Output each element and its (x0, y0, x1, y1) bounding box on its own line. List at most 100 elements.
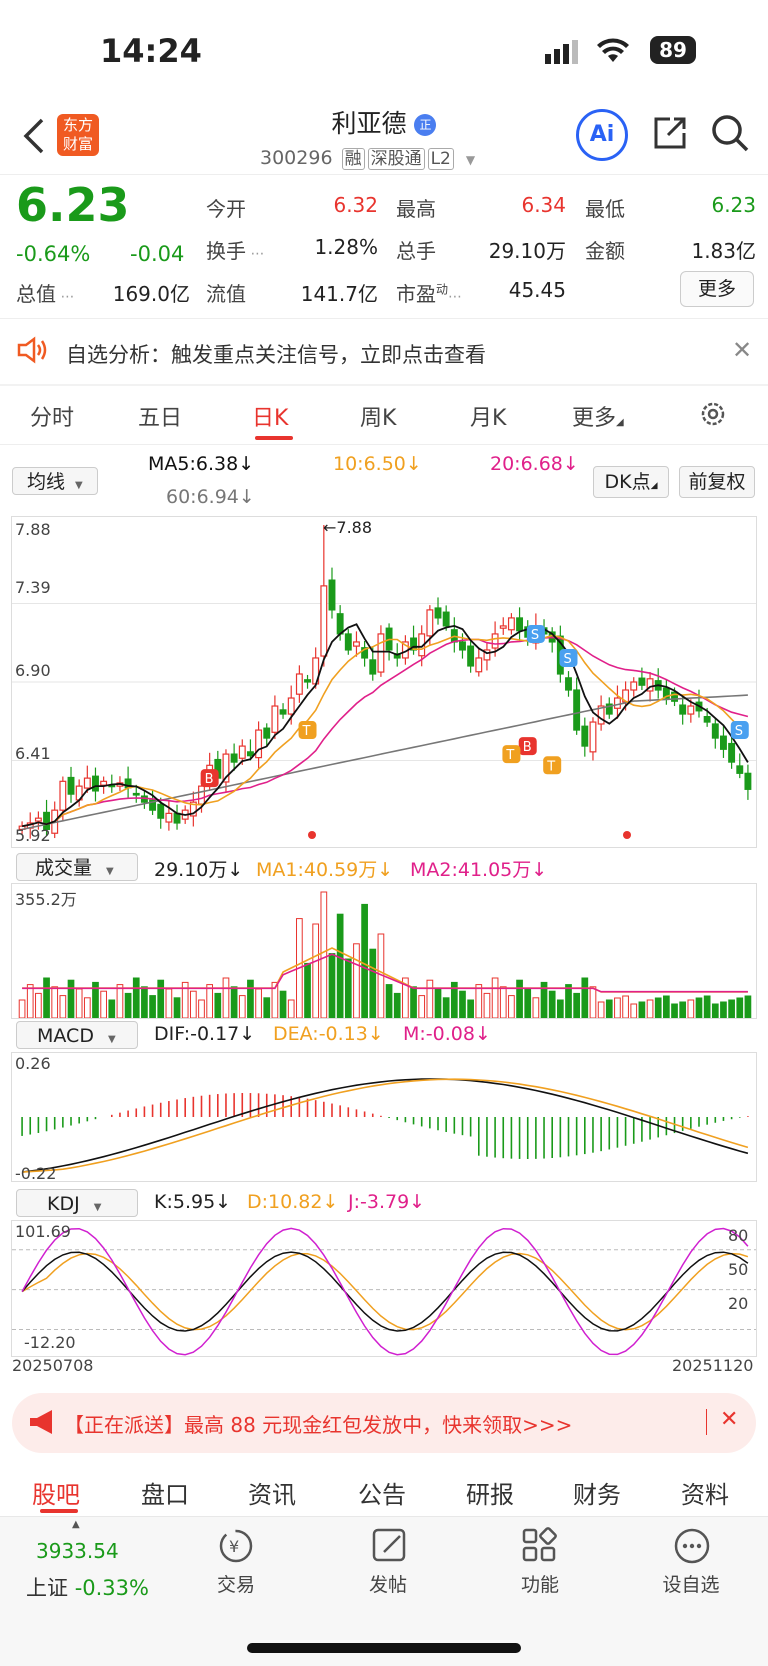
volume-bar (247, 979, 254, 1018)
watchlist-icon[interactable] (672, 1526, 712, 1570)
post-icon[interactable] (370, 1526, 410, 1570)
volume-chart[interactable] (11, 883, 757, 1019)
candle-body (589, 721, 597, 753)
tab-five-day[interactable]: 五日 (138, 406, 183, 431)
volume-bar (622, 995, 629, 1018)
volume-bar (426, 979, 434, 1018)
macd-top-tick: 0.26 (15, 1054, 51, 1073)
volume-bar (711, 1003, 719, 1018)
info-icon[interactable]: ⋯ (448, 289, 463, 305)
tab-orderbook[interactable]: 盘口 (141, 1481, 189, 1509)
volume-bar (108, 999, 116, 1018)
more-button[interactable]: 更多 (680, 271, 754, 307)
mcap-value: 169.0亿 (112, 282, 190, 306)
volume-bar (75, 988, 83, 1018)
tab-guba[interactable]: 股吧 (32, 1481, 80, 1509)
candle-body (304, 679, 311, 683)
verified-badge: 正 (414, 114, 437, 136)
close-icon[interactable]: ✕ (732, 336, 753, 364)
volume-bar (157, 979, 165, 1018)
adjust-button[interactable]: 前复权 (679, 466, 755, 498)
candle-body (499, 625, 507, 629)
function-label[interactable]: 功能 (520, 1574, 559, 1596)
tab-indicator (255, 436, 293, 440)
ma10-value: 10:6.50↓ (333, 453, 422, 475)
candle-body (434, 607, 442, 619)
signal-marker (298, 721, 317, 740)
volume-bar (59, 995, 67, 1018)
tab-finance[interactable]: 财务 (573, 1481, 621, 1509)
volume-bar (312, 923, 320, 1018)
candle-body (279, 709, 287, 715)
kdj-chart[interactable] (11, 1220, 757, 1357)
tab-news[interactable]: 资讯 (248, 1481, 296, 1509)
settings-gear-icon[interactable] (697, 398, 729, 434)
tab-announcement[interactable]: 公告 (358, 1481, 406, 1509)
volume-bar (614, 997, 621, 1018)
dea-line (22, 1078, 749, 1173)
candle-body (336, 613, 344, 635)
macd-m: M:-0.08↓ (403, 1023, 491, 1045)
status-time: 14:24 (100, 32, 202, 70)
share-icon[interactable] (650, 113, 690, 157)
volume-bar (271, 981, 279, 1018)
volume-bar (255, 988, 262, 1018)
tab-research[interactable]: 研报 (466, 1481, 514, 1509)
volume-bar (385, 984, 393, 1018)
tab-more[interactable]: 更多◢ (572, 406, 624, 431)
volume-bar (630, 1003, 638, 1018)
volume-bar (695, 997, 703, 1018)
search-icon[interactable] (710, 113, 750, 157)
candle-body (638, 677, 646, 686)
candle-body (59, 780, 67, 811)
dk-point-button[interactable]: DK点◢ (593, 466, 669, 498)
candle-body (671, 691, 678, 702)
post-label[interactable]: 发帖 (368, 1574, 407, 1596)
tab-profile[interactable]: 资料 (681, 1481, 729, 1509)
watchlist-label[interactable]: 设自选 (662, 1574, 720, 1596)
pe-value: 45.45 (508, 278, 566, 302)
trade-label[interactable]: 交易 (216, 1574, 255, 1596)
macd-dea: DEA:-0.13↓ (273, 1023, 384, 1045)
candle-body (43, 811, 50, 830)
tab-intraday[interactable]: 分时 (30, 406, 75, 431)
volume-bar (100, 990, 107, 1018)
info-icon[interactable]: ⋯ (246, 246, 265, 262)
volume-ma1-line (22, 947, 748, 993)
promo-banner[interactable]: 【正在派送】最高 88 元现金红包发放中，快来领取>>> ✕ (12, 1393, 756, 1453)
back-button[interactable] (22, 118, 46, 158)
trade-icon[interactable]: ¥ (216, 1526, 256, 1570)
tab-daily-k[interactable]: 日K (252, 406, 289, 431)
candle-body (173, 812, 181, 824)
macd-bottom-tick: -0.22 (15, 1164, 57, 1183)
notice-text[interactable]: 自选分析：触发重点关注信号，立即点击查看 (66, 343, 486, 367)
tab-weekly-k[interactable]: 周K (360, 406, 397, 431)
candle-body (483, 649, 491, 661)
tag-level2: L2 (427, 148, 454, 170)
signal-marker (526, 624, 545, 643)
function-icon[interactable] (520, 1526, 560, 1570)
ma-selector[interactable]: 均线 ▼ (12, 467, 98, 495)
macd-chart[interactable] (11, 1052, 757, 1182)
close-icon[interactable]: ✕ (720, 1407, 739, 1432)
candle-body (728, 742, 736, 763)
volume-bar (141, 986, 148, 1018)
macd-selector[interactable]: MACD ▼ (16, 1021, 138, 1049)
stock-code-row[interactable]: 300296 融深股通 L2 ▼ (260, 147, 476, 170)
volume-bar (181, 981, 189, 1018)
kdj-selector[interactable]: KDJ ▼ (16, 1189, 138, 1217)
divider (0, 318, 768, 319)
ai-button[interactable]: Ai (576, 109, 628, 161)
volume-bar (728, 999, 735, 1018)
volume-selector[interactable]: 成交量 ▼ (16, 853, 138, 881)
candle-body (238, 745, 246, 759)
index-name[interactable]: 上证 -0.33% (26, 1576, 149, 1600)
candle-body (18, 825, 26, 830)
tab-monthly-k[interactable]: 月K (470, 406, 507, 431)
volume-bar (353, 943, 360, 1018)
info-icon[interactable]: ⋯ (56, 289, 75, 305)
kdj-k: K:5.95↓ (154, 1191, 232, 1213)
index-value[interactable]: 3933.54 (36, 1539, 119, 1563)
volume-bar (116, 984, 124, 1018)
